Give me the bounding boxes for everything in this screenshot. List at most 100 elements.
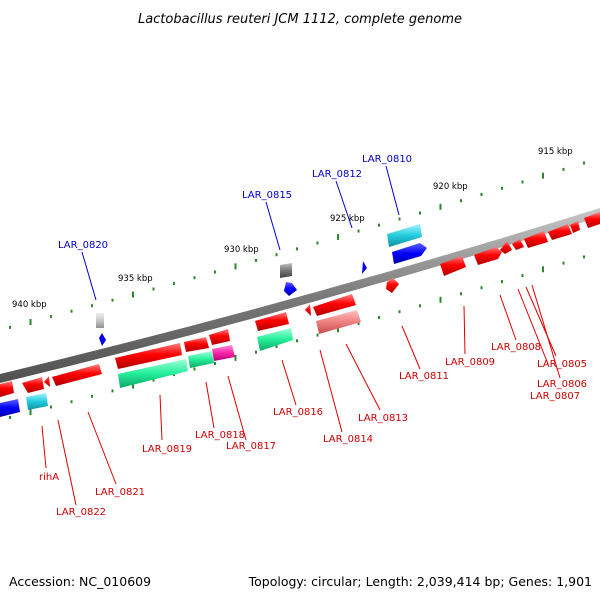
- gene-lar-0820-arrow[interactable]: [99, 333, 106, 346]
- tick-mark: [91, 394, 93, 398]
- tick-mark: [337, 234, 339, 240]
- scale-label-940kbp: 940 kbp: [12, 300, 47, 310]
- gene-right-2[interactable]: [570, 221, 580, 233]
- tick-mark: [357, 322, 360, 325]
- gene-lar-0822[interactable]: [44, 376, 50, 387]
- label-lar-0814: LAR_0814: [323, 434, 373, 445]
- tick-mark: [378, 223, 380, 227]
- gene-lar-0811[interactable]: [386, 278, 399, 293]
- label-lar-0820: LAR_0820: [58, 240, 108, 251]
- tick-mark: [214, 270, 216, 274]
- label-lar-0822: LAR_0822: [56, 507, 106, 518]
- tick-mark: [214, 362, 216, 365]
- gene-right-3[interactable]: [584, 212, 600, 228]
- gene-lar-0807[interactable]: [500, 241, 512, 254]
- tick-mark: [173, 373, 175, 377]
- gene-lar-0814[interactable]: [305, 304, 311, 316]
- gene-lar-0816[interactable]: [255, 312, 289, 331]
- label-lar-0809: LAR_0809: [445, 357, 495, 368]
- gene-lar-0810-b[interactable]: [392, 243, 427, 264]
- tick-mark: [521, 180, 524, 184]
- gene-lar-0815-arrow[interactable]: [284, 282, 297, 296]
- tick-mark: [9, 416, 11, 419]
- label-riha: rihA: [39, 472, 59, 483]
- tick-mark: [70, 400, 73, 404]
- label-lar-0808: LAR_0808: [491, 342, 541, 353]
- tick-mark: [296, 339, 298, 343]
- lower-genes: [0, 212, 600, 417]
- tick-mark: [152, 378, 155, 382]
- label-lar-0812: LAR_0812: [312, 169, 362, 180]
- scale-label-920kbp: 920 kbp: [433, 182, 468, 192]
- tick-mark: [29, 409, 32, 416]
- scale-label-925kbp: 925 kbp: [330, 214, 365, 224]
- tick-mark: [70, 309, 73, 313]
- gene-riha[interactable]: [22, 377, 44, 393]
- tick-mark: [152, 287, 155, 291]
- tick-mark: [111, 389, 114, 393]
- tick-mark: [480, 286, 483, 290]
- gene-lar-0805[interactable]: [524, 231, 548, 248]
- gene-lar-0809[interactable]: [440, 256, 466, 276]
- label-lar-0807: LAR_0807: [530, 391, 580, 402]
- gene-lar-0817-b[interactable]: [212, 345, 235, 361]
- tick-mark: [501, 280, 503, 284]
- gene-left-blue[interactable]: [0, 399, 20, 417]
- scale-label-915kbp: 915 kbp: [538, 147, 573, 157]
- gene-lar-0821[interactable]: [52, 364, 102, 386]
- tick-mark: [193, 367, 196, 371]
- tick-mark: [439, 203, 442, 210]
- gene-lar-0810[interactable]: [387, 224, 422, 247]
- gene-lar-0819[interactable]: [115, 343, 182, 369]
- tick-mark: [378, 316, 380, 320]
- genome-stats-text: Topology: circular; Length: 2,039,414 bp…: [248, 574, 592, 589]
- tick-mark: [501, 186, 503, 190]
- tick-mark: [50, 405, 52, 409]
- gene-lar-0815[interactable]: [280, 263, 292, 278]
- gene-lar-0806[interactable]: [512, 239, 524, 250]
- gene-left-edge[interactable]: [0, 381, 14, 397]
- tick-mark: [337, 326, 339, 333]
- tick-mark: [234, 263, 237, 270]
- tick-mark: [521, 274, 524, 277]
- gene-lar-0816-b[interactable]: [257, 328, 293, 351]
- gene-lar-0818[interactable]: [184, 337, 209, 352]
- gene-riha-b[interactable]: [26, 393, 48, 410]
- tick-mark: [398, 310, 401, 314]
- gene-lar-0812[interactable]: [362, 261, 367, 274]
- gene-lar-0813-b[interactable]: [316, 310, 361, 334]
- gene-lar-0820[interactable]: [96, 313, 104, 328]
- gene-lar-0819-b[interactable]: [118, 359, 188, 388]
- tick-mark: [173, 281, 175, 285]
- label-lar-0818: LAR_0818: [195, 430, 245, 441]
- tick-mark: [50, 315, 52, 319]
- map-title: Lactobacillus reuteri JCM 1112, complete…: [138, 12, 462, 27]
- gene-lar-0818-b[interactable]: [188, 351, 214, 368]
- label-lar-0810: LAR_0810: [362, 154, 412, 165]
- tick-mark: [296, 247, 298, 251]
- label-lar-0805: LAR_0805: [537, 359, 587, 370]
- label-lar-0806: LAR_0806: [537, 379, 587, 390]
- tick-mark: [542, 266, 544, 273]
- label-lar-0813: LAR_0813: [358, 413, 408, 424]
- tick-mark: [439, 296, 442, 303]
- tick-mark: [316, 333, 319, 337]
- tick-mark: [111, 298, 114, 302]
- gene-right-1[interactable]: [548, 224, 572, 240]
- tick-mark: [460, 199, 462, 203]
- gene-lar-0817[interactable]: [209, 329, 230, 345]
- gene-lar-0808[interactable]: [474, 247, 502, 265]
- tick-mark: [480, 193, 483, 196]
- tick-mark: [255, 350, 257, 354]
- tick-mark: [316, 241, 319, 245]
- tick-mark: [460, 292, 462, 296]
- tick-mark: [562, 167, 565, 171]
- scale-label-930kbp: 930 kbp: [224, 245, 259, 255]
- gene-lar-0813[interactable]: [313, 294, 356, 316]
- tick-mark: [275, 253, 278, 257]
- tick-mark: [419, 304, 421, 308]
- tick-mark: [542, 172, 544, 179]
- tick-mark: [193, 276, 196, 280]
- tick-mark: [132, 291, 134, 298]
- tick-mark: [357, 229, 360, 233]
